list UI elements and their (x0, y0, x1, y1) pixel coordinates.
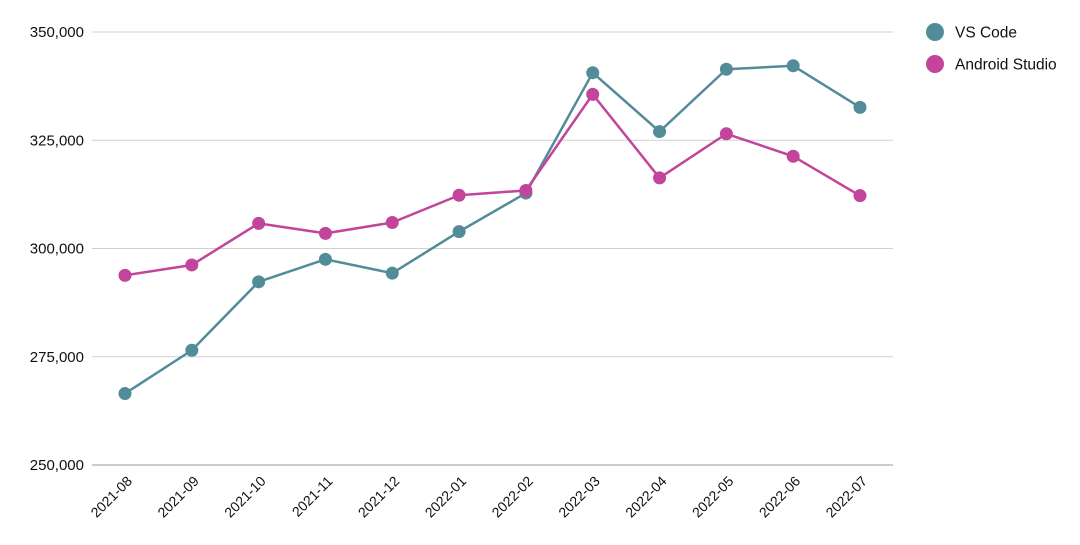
data-point (385, 216, 399, 230)
data-point (853, 189, 867, 203)
grid-lines (92, 31, 893, 466)
series-android-studio (118, 87, 867, 282)
data-point (252, 216, 266, 230)
x-tick-label: 2022-05 (689, 473, 737, 521)
data-point (719, 62, 733, 76)
y-axis-tick-labels: 250,000 275,000 300,000 325,000 350,000 (30, 24, 84, 474)
data-point (318, 226, 332, 240)
series-line (124, 93, 861, 277)
data-point (118, 387, 132, 401)
series-vs-code (118, 59, 867, 401)
x-tick-label: 2022-04 (622, 473, 670, 521)
data-point (853, 100, 867, 114)
data-point (519, 183, 533, 197)
x-tick-label: 2021-11 (289, 473, 336, 520)
data-point (786, 149, 800, 163)
legend-marker (926, 55, 944, 73)
x-axis-tick-labels: 2021-08 2021-09 2021-10 2021-11 2021-12 2022-… (87, 473, 870, 521)
x-tick-label: 2022-02 (488, 473, 536, 521)
y-tick-label: 250,000 (30, 457, 84, 474)
x-tick-label: 2021-12 (355, 473, 403, 521)
data-point (118, 268, 132, 282)
legend: VS Code Android Studio (926, 23, 1057, 74)
x-tick-label: 2022-01 (422, 473, 470, 521)
x-tick-label: 2021-09 (154, 473, 202, 521)
data-point (185, 258, 199, 272)
data-point (452, 188, 466, 202)
x-tick-label: 2022-03 (555, 473, 603, 521)
legend-marker (926, 23, 944, 41)
x-tick-label: 2021-08 (87, 473, 135, 521)
data-point (185, 343, 199, 357)
y-tick-label: 350,000 (30, 24, 84, 41)
y-tick-label: 275,000 (30, 349, 84, 366)
data-point (385, 266, 399, 280)
x-tick-label: 2022-06 (756, 473, 804, 521)
data-point (653, 125, 667, 139)
series-lines (118, 59, 867, 401)
data-point (719, 127, 733, 141)
legend-label: Android Studio (955, 57, 1057, 74)
data-point (252, 275, 266, 289)
x-tick-label: 2022-07 (822, 473, 870, 521)
data-point (786, 59, 800, 73)
series-line (124, 64, 861, 395)
data-point (586, 66, 600, 80)
data-point (452, 225, 466, 239)
data-point (318, 252, 332, 266)
data-point (653, 171, 667, 185)
x-tick-label: 2021-10 (221, 473, 269, 521)
data-point (586, 87, 600, 101)
y-tick-label: 300,000 (30, 241, 84, 258)
legend-label: VS Code (955, 25, 1017, 42)
y-tick-label: 325,000 (30, 132, 84, 149)
